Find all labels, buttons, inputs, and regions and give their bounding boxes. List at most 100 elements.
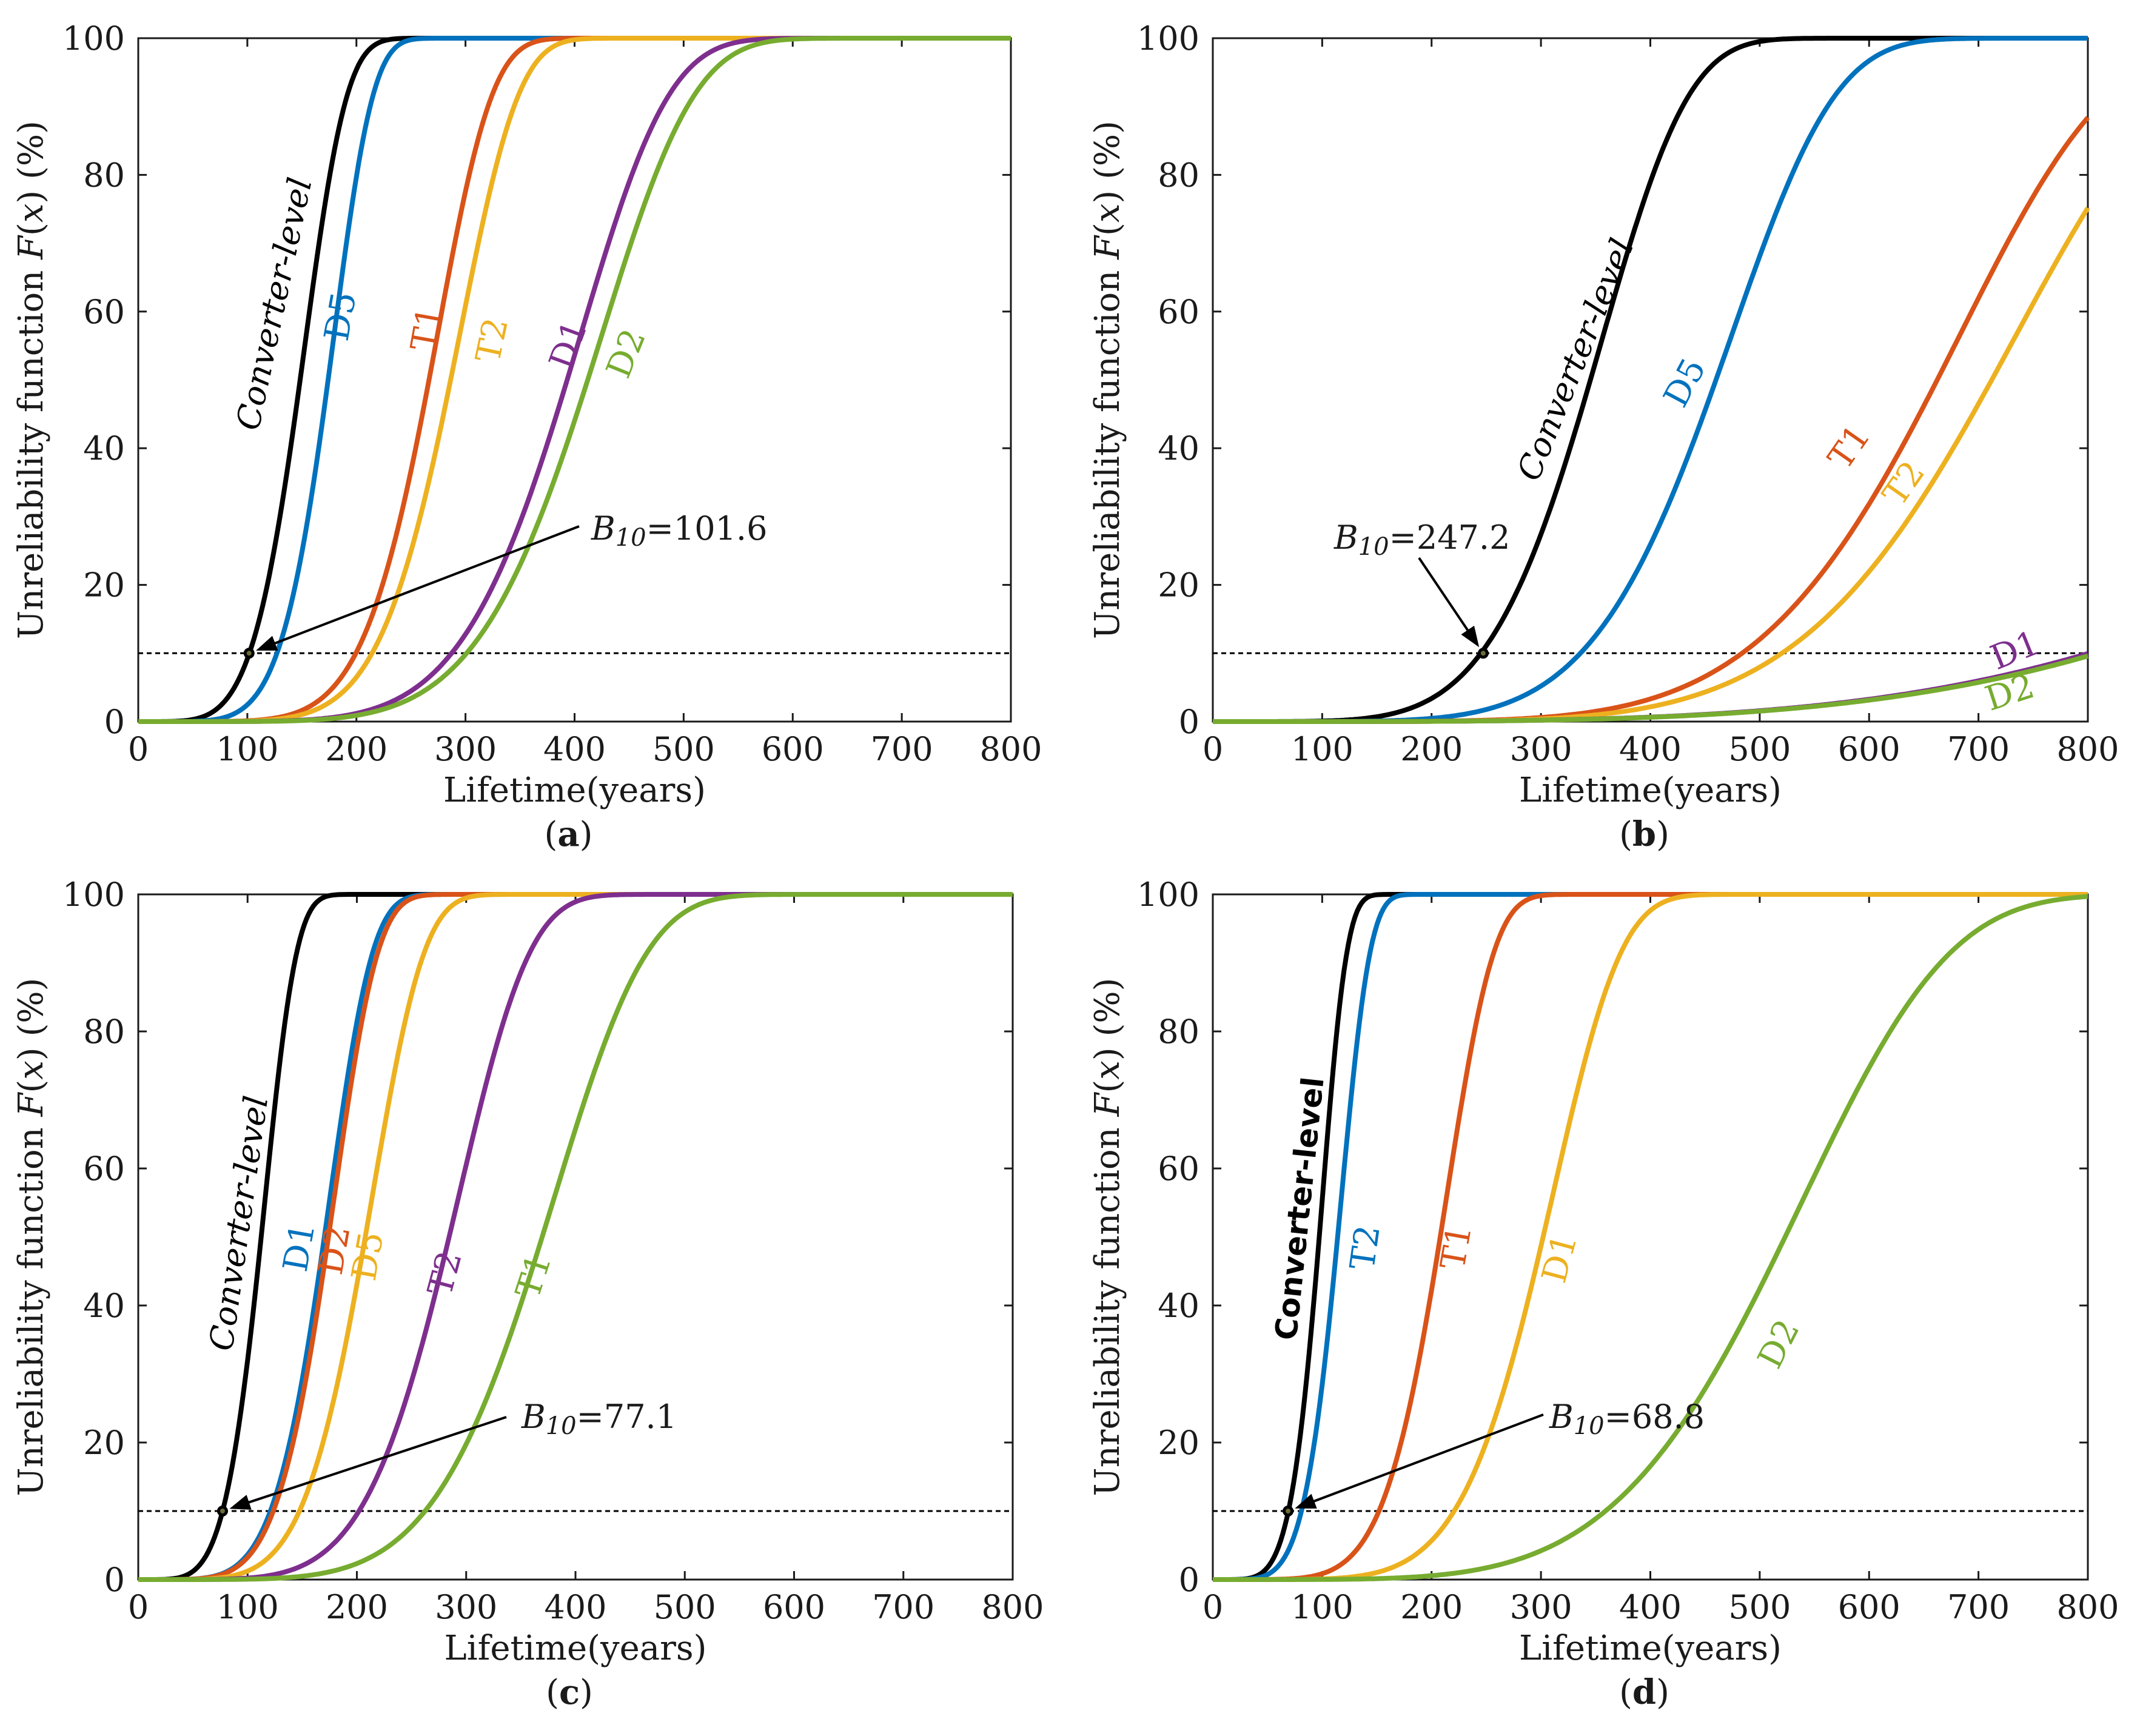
y-tick-label: 80 — [83, 1013, 125, 1051]
y-tick-label: 40 — [1158, 429, 1199, 468]
x-tick-label: 400 — [543, 730, 606, 768]
y-tick-label: 60 — [1158, 293, 1199, 331]
plot-area — [1212, 37, 2089, 723]
x-tick-label: 500 — [1728, 730, 1791, 768]
x-tick-label: 600 — [1838, 1588, 1900, 1626]
y-tick-label: 40 — [1158, 1287, 1199, 1325]
x-tick-label: 800 — [2056, 1588, 2119, 1626]
y-axis-title: Unreliability function F(x) (%) — [1088, 121, 1127, 639]
x-tick-label: 700 — [1947, 1588, 2010, 1626]
x-tick-label: 100 — [216, 1588, 279, 1626]
series-label-t1: T1 — [1433, 1222, 1480, 1272]
x-tick-label: 100 — [216, 730, 278, 768]
b10-label: B10=77.1 — [521, 1398, 677, 1440]
chart-panel-b: 0 100 200 300 400 500 600 700 800020406080100Con… — [1088, 19, 2119, 854]
x-tick-label: 700 — [872, 1588, 934, 1626]
y-tick-label: 100 — [1137, 19, 1199, 58]
x-tick-label: 100 — [1291, 1588, 1353, 1626]
b10-arrowhead — [229, 1495, 252, 1510]
b10-marker-core — [1480, 651, 1486, 656]
x-tick-label: 300 — [1510, 1588, 1572, 1626]
series-label-d5: D5 — [317, 289, 364, 344]
x-tick-label: 700 — [1947, 730, 2010, 768]
series-label-d5: D5 — [344, 1228, 392, 1284]
x-tick-label: 400 — [544, 1588, 606, 1626]
y-tick-label: 100 — [1137, 876, 1199, 914]
series-line-d1 — [1212, 892, 2088, 1582]
b10-arrowhead — [255, 635, 278, 651]
x-tick-label: 300 — [435, 1588, 497, 1626]
plot-area — [137, 893, 1014, 1581]
y-tick-label: 0 — [1179, 703, 1199, 741]
y-tick-label: 100 — [62, 876, 125, 914]
panel-label: (d) — [1619, 1672, 1669, 1712]
y-tick-label: 20 — [1158, 1424, 1199, 1462]
x-tick-label: 800 — [979, 730, 1042, 768]
series-label-t2: T2 — [469, 315, 517, 366]
plot-area — [1212, 893, 2089, 1581]
x-axis-title: Lifetime(years) — [1519, 1629, 1782, 1668]
y-tick-label: 40 — [83, 1287, 125, 1325]
x-tick-label: 500 — [652, 730, 715, 768]
y-tick-label: 100 — [62, 19, 125, 58]
b10-label: B10=101.6 — [591, 509, 767, 552]
x-axis-title: Lifetime(years) — [443, 771, 706, 810]
y-tick-label: 80 — [1158, 1013, 1199, 1051]
y-tick-label: 60 — [83, 293, 125, 331]
x-tick-label: 0 — [128, 1588, 149, 1626]
y-tick-label: 20 — [1158, 566, 1199, 605]
panel-label: (c) — [546, 1672, 593, 1712]
b10-label: B10=68.8 — [1549, 1398, 1705, 1440]
b10-arrow — [241, 1416, 507, 1506]
x-tick-label: 700 — [871, 730, 933, 768]
x-tick-label: 0 — [1202, 1588, 1223, 1626]
x-tick-label: 400 — [1619, 1588, 1682, 1626]
y-axis-title: Unreliability function F(x) (%) — [1088, 978, 1127, 1496]
series-line-t1 — [138, 892, 1013, 1582]
series-label-d1: D1 — [276, 1219, 323, 1275]
x-tick-label: 200 — [325, 730, 387, 768]
x-tick-label: 600 — [763, 1588, 825, 1626]
series-label-d2: D2 — [311, 1222, 358, 1278]
x-axis-title: Lifetime(years) — [444, 1629, 707, 1668]
x-tick-label: 400 — [1619, 730, 1682, 768]
x-tick-label: 500 — [1728, 1588, 1791, 1626]
x-axis-title: Lifetime(years) — [1519, 771, 1782, 810]
b10-arrow — [267, 525, 580, 647]
y-tick-label: 20 — [83, 566, 125, 605]
x-tick-label: 500 — [654, 1588, 716, 1626]
x-tick-label: 800 — [981, 1588, 1044, 1626]
x-tick-label: 200 — [326, 1588, 388, 1626]
b10-label: B10=247.2 — [1333, 518, 1510, 561]
y-tick-label: 80 — [83, 156, 125, 194]
plot-area — [137, 37, 1012, 723]
b10-marker-core — [220, 1509, 225, 1513]
series-label-t1: T1 — [403, 303, 450, 354]
x-tick-label: 0 — [128, 730, 149, 768]
panel-label: (a) — [544, 814, 592, 854]
x-tick-label: 600 — [1838, 730, 1900, 768]
y-tick-label: 0 — [1179, 1561, 1199, 1599]
x-tick-label: 600 — [762, 730, 824, 768]
x-tick-label: 200 — [1400, 1588, 1463, 1626]
x-tick-label: 300 — [434, 730, 497, 768]
series-line-d2 — [1212, 654, 2089, 724]
chart-panel-c: 0 100 200 300 400 500 600 700 800020406080100Con… — [12, 876, 1044, 1712]
b10-marker-core — [246, 651, 252, 656]
b10-arrow — [1307, 1413, 1544, 1505]
x-tick-label: 800 — [2056, 730, 2119, 768]
b10-arrowhead — [1461, 625, 1480, 648]
x-tick-label: 100 — [1291, 730, 1353, 768]
panel-label: (b) — [1619, 814, 1669, 854]
y-tick-label: 0 — [104, 1561, 125, 1599]
series-line-d2 — [138, 36, 1011, 724]
y-tick-label: 60 — [1158, 1150, 1199, 1188]
y-axis-title: Unreliability function F(x) (%) — [12, 121, 51, 639]
b10-arrowhead — [1295, 1493, 1317, 1509]
chart-panel-a: 0 100 200 300 400 500 600 700 800020406080100Con… — [12, 19, 1042, 854]
y-axis-title: Unreliability function F(x) (%) — [12, 978, 51, 1496]
b10-marker-core — [1286, 1509, 1291, 1513]
x-tick-label: 0 — [1202, 730, 1223, 768]
series-line-d2 — [1212, 894, 2088, 1582]
